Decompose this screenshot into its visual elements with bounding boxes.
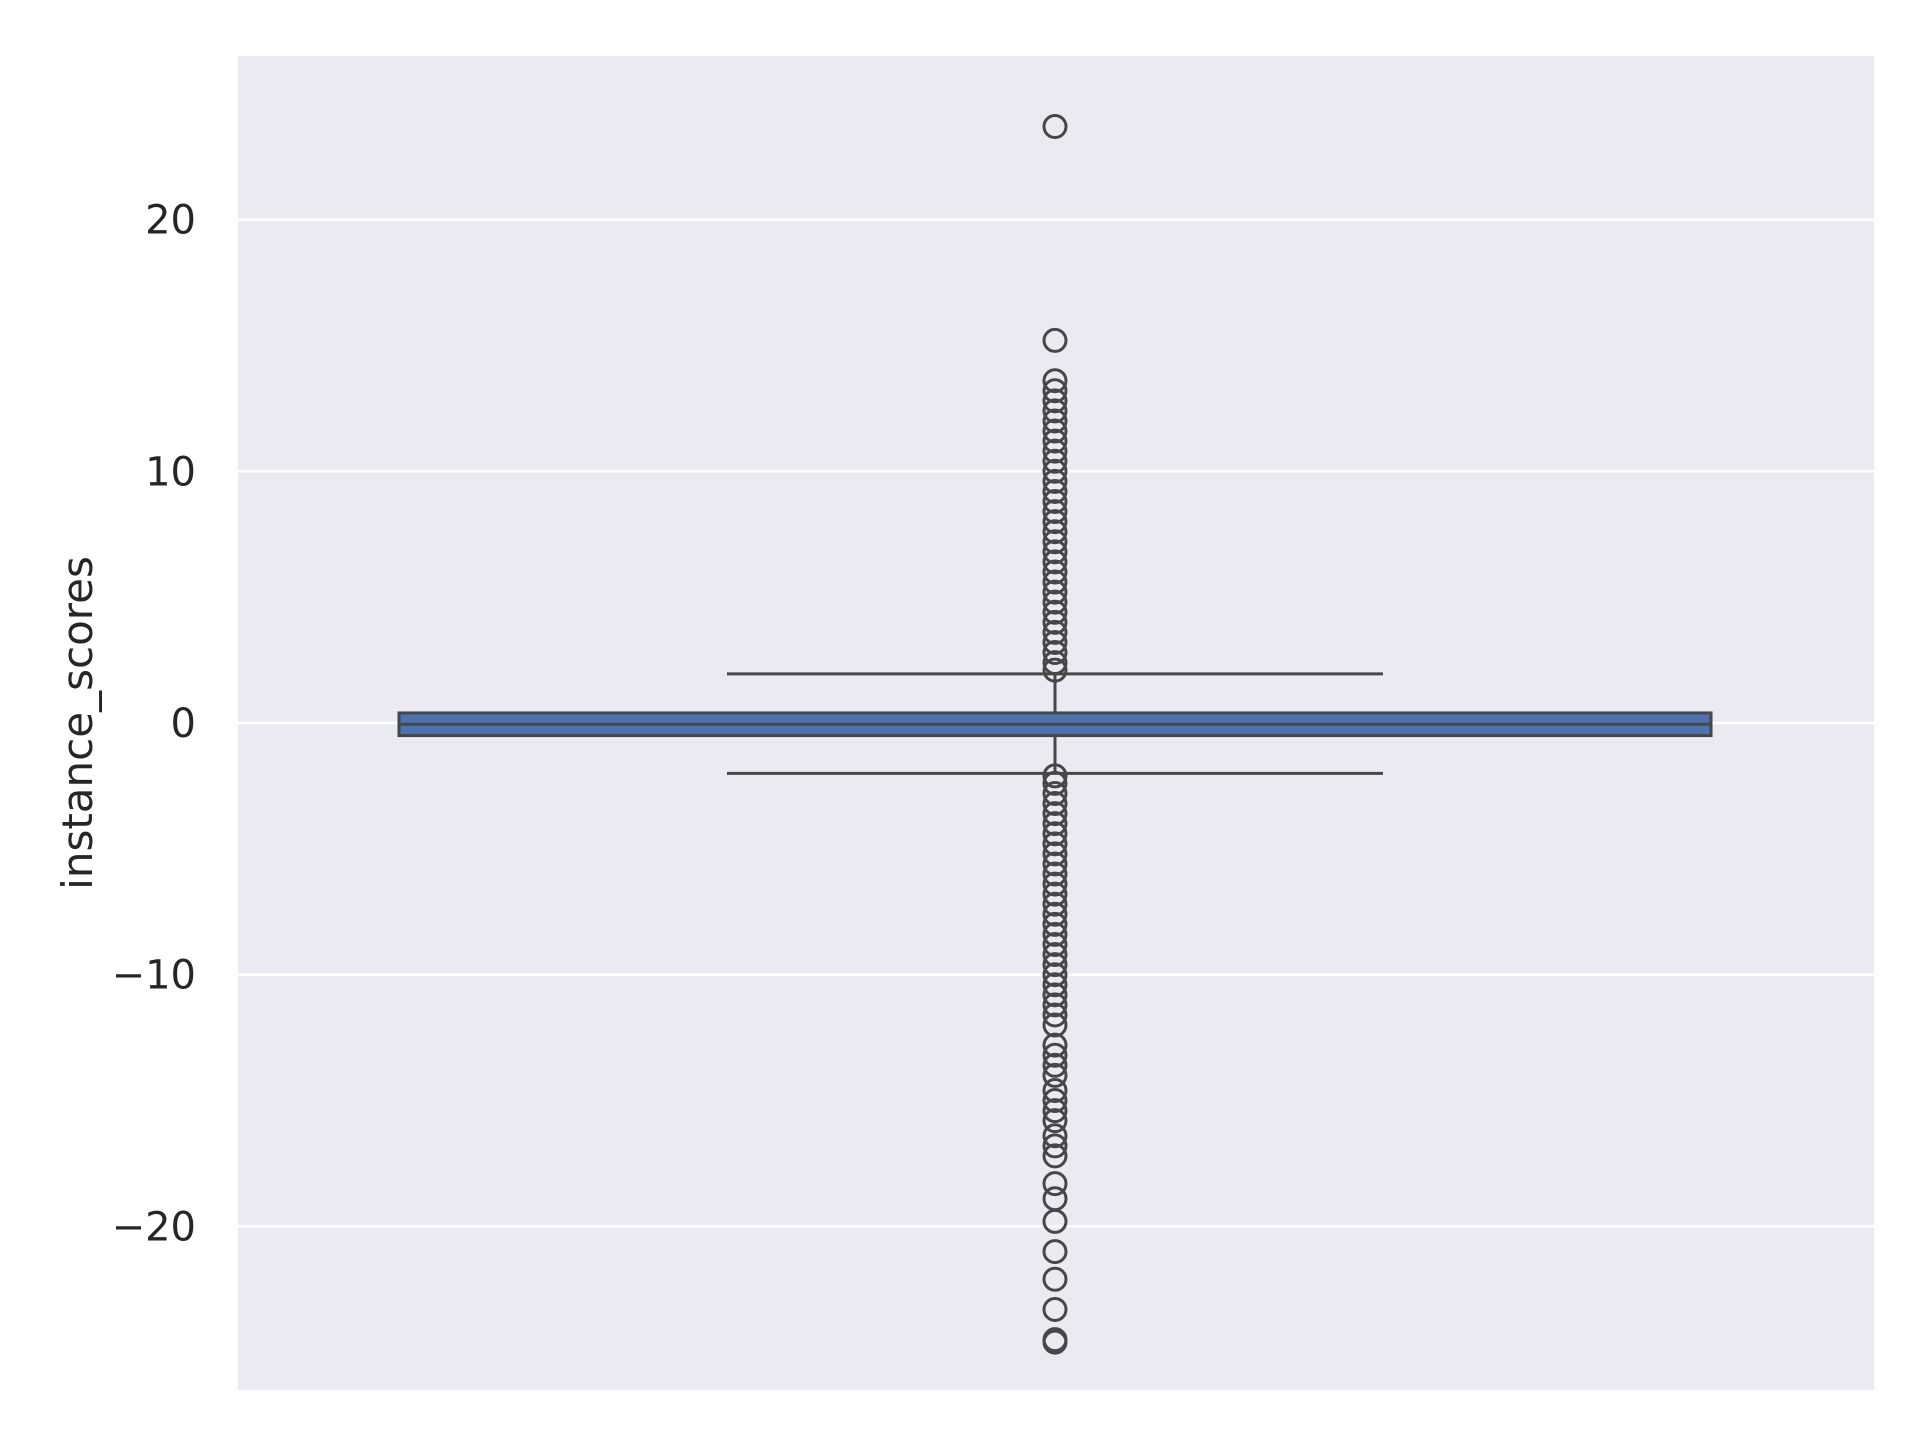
y-tick-label: −20 — [112, 1204, 196, 1250]
y-axis-ticks: 20 10 0 −10 −20 — [112, 198, 196, 1251]
y-tick-label: 10 — [145, 449, 196, 495]
y-axis-label: instance_scores — [53, 556, 102, 890]
y-tick-label: 20 — [145, 198, 196, 244]
box — [399, 713, 1711, 736]
y-tick-label: 0 — [171, 701, 196, 747]
y-tick-label: −10 — [112, 953, 196, 999]
